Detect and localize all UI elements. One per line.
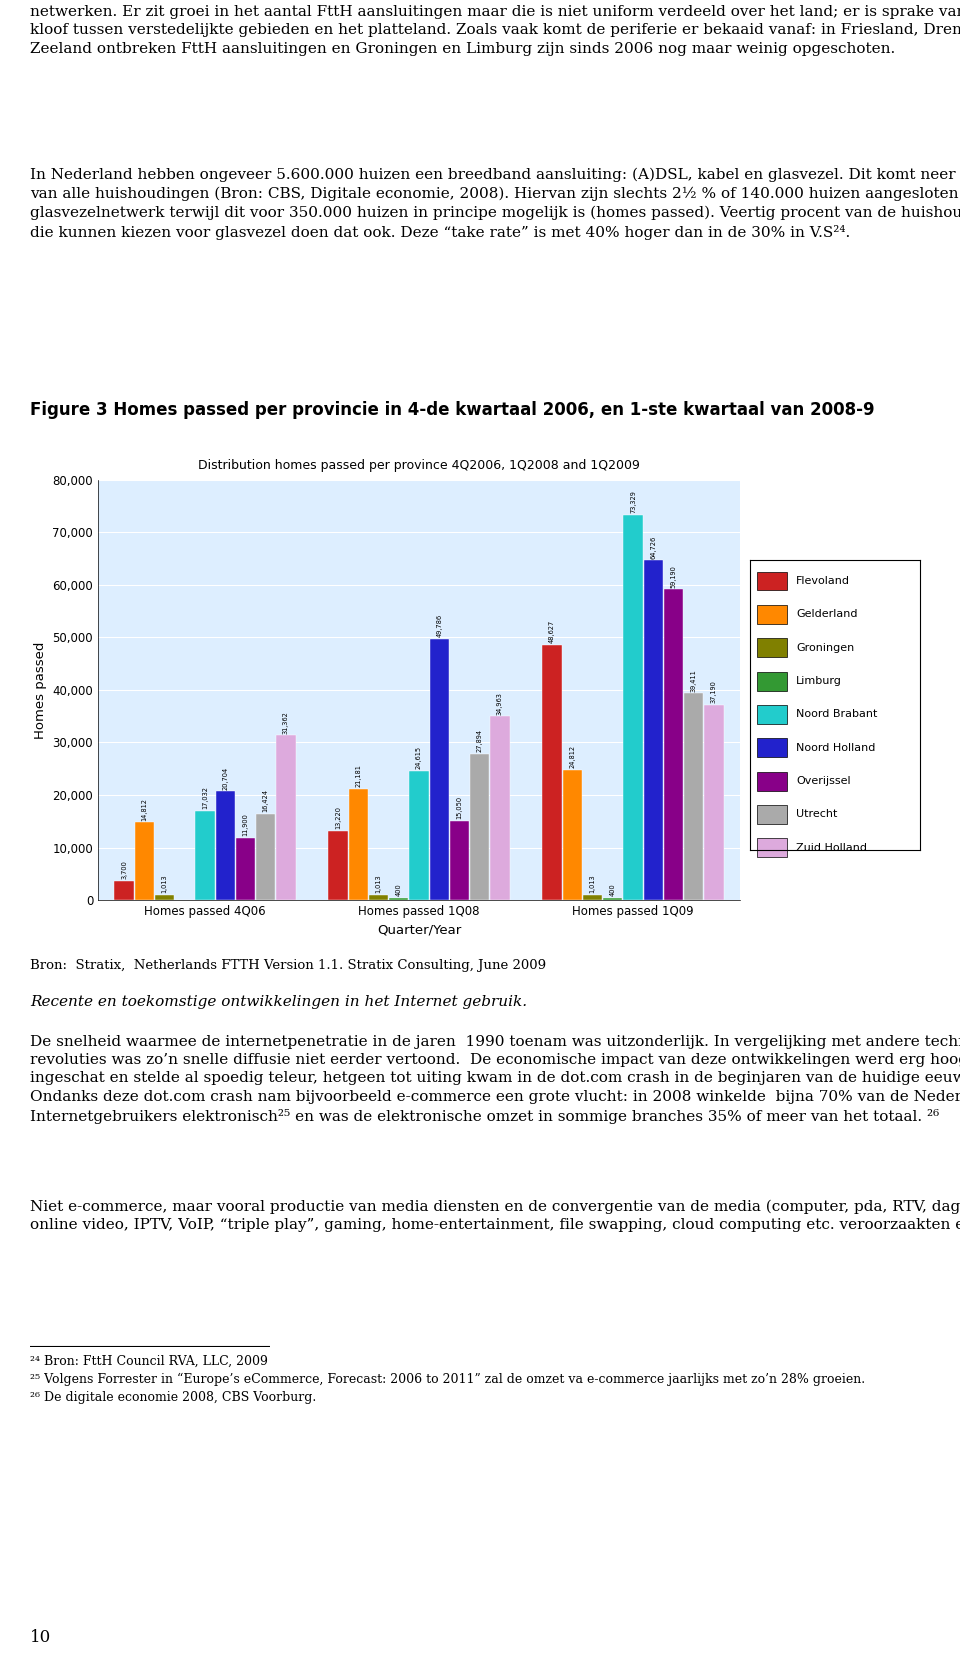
Text: 27,894: 27,894: [476, 728, 483, 751]
Bar: [134, 823, 154, 900]
Bar: [756, 738, 787, 758]
Bar: [449, 821, 469, 900]
Bar: [429, 638, 449, 900]
Text: Overijssel: Overijssel: [796, 776, 851, 786]
Bar: [623, 515, 642, 900]
Text: 10: 10: [30, 1629, 51, 1646]
Text: 39,411: 39,411: [690, 668, 697, 691]
Text: 20,704: 20,704: [222, 766, 228, 790]
Bar: [603, 898, 622, 900]
Text: 400: 400: [610, 883, 615, 896]
Text: Figure 3 Homes passed per provincie in 4-de kwartaal 2006, en 1-ste kwartaal van: Figure 3 Homes passed per provincie in 4…: [30, 402, 875, 420]
Text: 37,190: 37,190: [710, 680, 717, 703]
Text: 59,190: 59,190: [670, 565, 677, 588]
Bar: [756, 705, 787, 723]
Text: Limburg: Limburg: [796, 676, 842, 686]
Text: Gelderland: Gelderland: [796, 610, 857, 620]
Bar: [236, 838, 255, 900]
Text: 1,013: 1,013: [161, 875, 168, 893]
Bar: [756, 771, 787, 791]
Bar: [643, 560, 663, 900]
Bar: [756, 838, 787, 858]
Bar: [583, 895, 602, 900]
Bar: [155, 895, 175, 900]
Text: 24,615: 24,615: [416, 746, 422, 770]
Text: Groningen: Groningen: [796, 643, 854, 653]
Bar: [491, 716, 510, 900]
Text: Niet e-commerce, maar vooral productie van media diensten en de convergentie van: Niet e-commerce, maar vooral productie v…: [30, 1200, 960, 1233]
Bar: [215, 791, 235, 900]
Bar: [663, 590, 684, 900]
Text: Bron:  Stratix,  Netherlands FTTH Version 1.1. Stratix Consulting, June 2009: Bron: Stratix, Netherlands FTTH Version …: [30, 958, 546, 971]
Bar: [276, 735, 296, 900]
Bar: [256, 813, 276, 900]
Text: 14,812: 14,812: [141, 798, 148, 821]
Text: 1,013: 1,013: [375, 875, 381, 893]
Text: De snelheid waarmee de internetpenetratie in de jaren  1990 toenam was uitzonder: De snelheid waarmee de internetpenetrati…: [30, 1035, 960, 1123]
Bar: [756, 605, 787, 623]
Bar: [348, 788, 368, 900]
Text: 21,181: 21,181: [355, 765, 361, 788]
Text: 34,963: 34,963: [497, 691, 503, 715]
Text: Zuid Holland: Zuid Holland: [796, 843, 867, 853]
Text: 73,329: 73,329: [630, 490, 636, 513]
Title: Distribution homes passed per province 4Q2006, 1Q2008 and 1Q2009: Distribution homes passed per province 4…: [198, 458, 640, 471]
Text: 16,424: 16,424: [263, 790, 269, 813]
Text: Flevoland: Flevoland: [796, 576, 850, 586]
Text: Utrecht: Utrecht: [796, 810, 837, 820]
Bar: [684, 693, 704, 900]
Text: Noord Brabant: Noord Brabant: [796, 710, 877, 720]
X-axis label: Quarter/Year: Quarter/Year: [377, 923, 461, 936]
Text: 49,786: 49,786: [436, 615, 443, 636]
Bar: [409, 771, 429, 900]
Bar: [470, 753, 490, 900]
Text: 24,812: 24,812: [569, 745, 575, 768]
Text: 13,220: 13,220: [335, 806, 341, 830]
Bar: [369, 895, 388, 900]
Bar: [756, 638, 787, 656]
Text: netwerken. Er zit groei in het aantal FttH aansluitingen maar die is niet unifor: netwerken. Er zit groei in het aantal Ft…: [30, 5, 960, 55]
Bar: [756, 571, 787, 590]
Bar: [563, 770, 582, 900]
Bar: [542, 645, 562, 900]
Text: 400: 400: [396, 883, 402, 896]
Text: Recente en toekomstige ontwikkelingen in het Internet gebruik.: Recente en toekomstige ontwikkelingen in…: [30, 995, 527, 1010]
Text: 3,700: 3,700: [121, 860, 127, 880]
Text: ²⁴ Bron: FttH Council RVA, LLC, 2009
²⁵ Volgens Forrester in “Europe’s eCommerce: ²⁴ Bron: FttH Council RVA, LLC, 2009 ²⁵ …: [30, 1354, 865, 1404]
Text: 11,900: 11,900: [243, 813, 249, 836]
Bar: [756, 805, 787, 825]
Bar: [195, 811, 215, 900]
Text: Noord Holland: Noord Holland: [796, 743, 876, 753]
Text: 31,362: 31,362: [283, 711, 289, 733]
Y-axis label: Homes passed: Homes passed: [34, 641, 47, 738]
Bar: [114, 881, 133, 900]
Text: 15,050: 15,050: [456, 796, 463, 820]
Bar: [328, 831, 348, 900]
Text: 17,032: 17,032: [202, 786, 208, 810]
Bar: [756, 671, 787, 690]
Text: 1,013: 1,013: [589, 875, 595, 893]
Text: 64,726: 64,726: [650, 535, 657, 558]
Text: 48,627: 48,627: [549, 620, 555, 643]
Text: In Nederland hebben ongeveer 5.600.000 huizen een breedband aansluiting: (A)DSL,: In Nederland hebben ongeveer 5.600.000 h…: [30, 168, 960, 240]
Bar: [704, 705, 724, 900]
Bar: [389, 898, 409, 900]
